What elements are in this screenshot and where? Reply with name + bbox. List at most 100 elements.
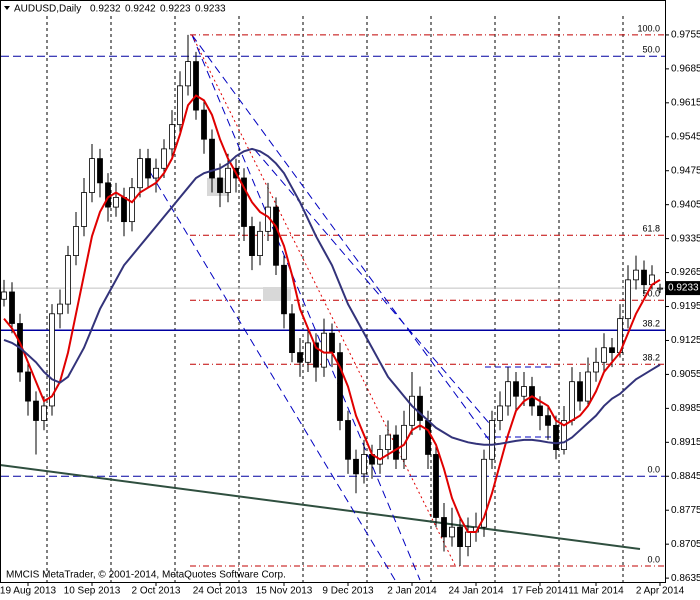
- menu-arrow: [4, 6, 10, 10]
- x-tick-label: 24 Jan 2014: [448, 586, 503, 597]
- y-tick-label: 0.9545: [671, 131, 700, 142]
- candle-body: [169, 124, 175, 150]
- candle-body: [305, 342, 311, 363]
- candle-body: [193, 61, 199, 111]
- candle-body: [281, 264, 287, 315]
- moving-average: [3, 94, 661, 534]
- candle-body: [385, 434, 391, 450]
- candle-body: [489, 420, 495, 460]
- candle-body: [161, 148, 167, 169]
- chart-title: AUDUSD,Daily: [14, 4, 81, 15]
- candle-body: [9, 291, 15, 324]
- level-label: 38.2: [642, 319, 660, 329]
- candle-body: [625, 279, 631, 320]
- candle-body: [657, 287, 663, 290]
- candle-body: [401, 424, 407, 460]
- candle-body: [145, 158, 151, 179]
- candle-body: [521, 386, 527, 397]
- y-tick-label: 0.8845: [671, 471, 700, 482]
- header-low: 0.9223: [160, 4, 191, 15]
- level-label: 50.0: [642, 289, 660, 299]
- candle-body: [377, 449, 383, 465]
- candle-body: [577, 381, 583, 402]
- candle-body: [81, 192, 87, 227]
- candle-body: [353, 458, 359, 475]
- candle-body: [329, 332, 335, 353]
- candle-body: [457, 526, 463, 547]
- candle-body: [505, 381, 511, 407]
- level-label: 100.0: [637, 23, 660, 33]
- candle-body: [313, 342, 319, 368]
- candle-body: [553, 424, 559, 450]
- plot: [1, 34, 663, 566]
- x-tick-label: 15 Nov 2013: [256, 586, 313, 597]
- candle-body: [65, 255, 71, 305]
- candle-body: [185, 61, 191, 87]
- candle-body: [49, 313, 55, 407]
- x-tick-label: 2 Apr 2014: [636, 586, 685, 597]
- y-tick-label: 0.9615: [671, 97, 700, 108]
- y-tick-label: 0.9125: [671, 335, 700, 346]
- candle-body: [113, 196, 119, 208]
- candle-body: [209, 138, 215, 179]
- y-tick-label: 0.8635: [671, 573, 700, 584]
- y-tick-label: 0.8985: [671, 403, 700, 414]
- channel-line: [191, 34, 421, 581]
- candle-body: [33, 400, 39, 421]
- candle-body: [545, 415, 551, 426]
- candle-body: [25, 371, 31, 402]
- candle-body: [153, 167, 159, 179]
- channel-line: [191, 34, 496, 449]
- candle-body: [593, 361, 599, 373]
- candle-body: [537, 405, 543, 417]
- candle-body: [105, 182, 111, 208]
- candle-body: [217, 177, 223, 193]
- x-tick-label: 2 Jan 2014: [387, 586, 437, 597]
- fib-trend-line: [191, 34, 456, 566]
- candle-body: [257, 230, 263, 256]
- header-high: 0.9242: [125, 4, 156, 15]
- candle-body: [97, 158, 103, 184]
- candle-body: [297, 352, 303, 363]
- candle-body: [321, 332, 327, 368]
- candle-body: [337, 352, 343, 421]
- candle-body: [409, 395, 415, 426]
- candle-body: [497, 405, 503, 421]
- x-tick-label: 11 Mar 2014: [568, 586, 624, 597]
- candle-body: [225, 167, 231, 193]
- candle-body: [273, 206, 279, 266]
- level-label: 50.0: [642, 45, 660, 55]
- candle-body: [561, 420, 567, 450]
- candle-body: [345, 420, 351, 460]
- header-open: 0.9232: [90, 4, 121, 15]
- candle-body: [289, 313, 295, 353]
- y-tick-label: 0.9335: [671, 233, 700, 244]
- candle-body: [601, 347, 607, 363]
- y-tick-label: 0.9755: [671, 30, 700, 41]
- candle-body: [449, 526, 455, 538]
- price-tag: [665, 281, 700, 296]
- y-tick-label: 0.9055: [671, 369, 700, 380]
- moving-average: [3, 147, 661, 446]
- level-label: 38.2: [642, 353, 660, 363]
- footer: MMCIS MetaTrader, © 2001-2014, MetaQuote…: [6, 570, 286, 581]
- candle-body: [241, 177, 247, 227]
- candle-body: [249, 226, 255, 256]
- level-label: 0.0: [647, 554, 660, 564]
- candle-body: [417, 395, 423, 421]
- candle-body: [89, 158, 95, 193]
- candle-body: [569, 381, 575, 421]
- candle-body: [433, 454, 439, 518]
- trend-line: [0, 464, 641, 550]
- channel-line: [254, 149, 496, 431]
- y-tick-label: 0.9195: [671, 301, 700, 312]
- x-tick-label: 2 Oct 2013: [132, 586, 181, 597]
- candle-body: [513, 381, 519, 397]
- x-tick-label: 24 Oct 2013: [193, 586, 248, 597]
- level-label: 61.8: [642, 224, 660, 234]
- candle-body: [121, 196, 127, 223]
- y-tick-label: 0.9405: [671, 199, 700, 210]
- x-tick-label: 17 Feb 2014: [512, 586, 569, 597]
- channel-line: [149, 171, 396, 581]
- y-tick-label: 0.8915: [671, 437, 700, 448]
